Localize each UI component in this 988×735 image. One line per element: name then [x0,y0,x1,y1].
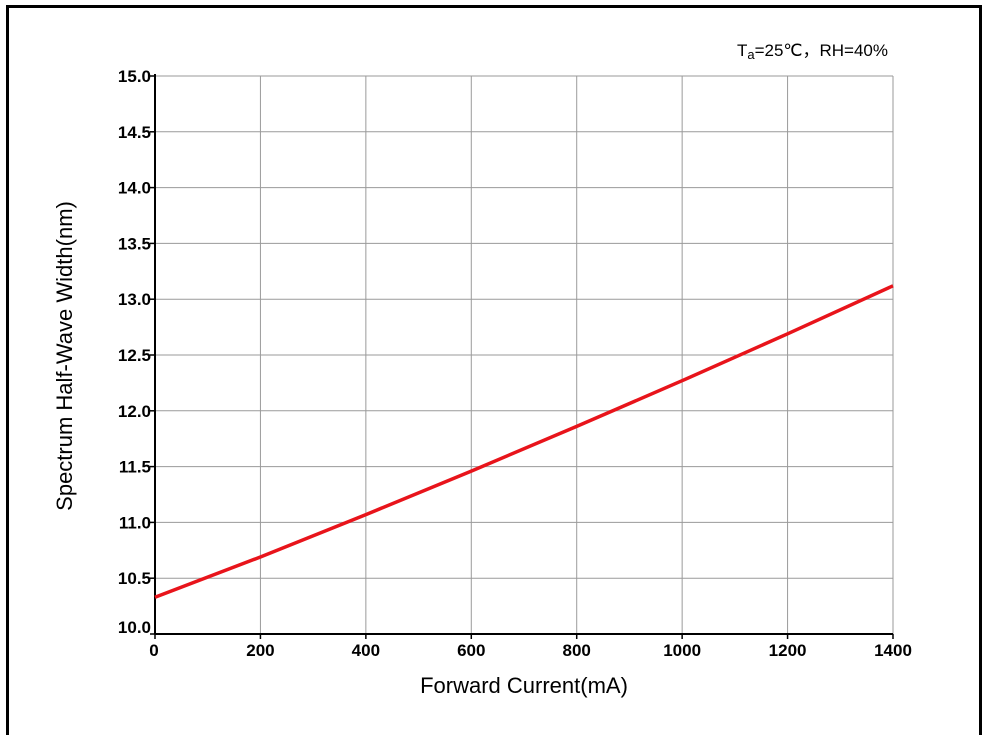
chart-frame [6,5,982,735]
conditions-annotation: Ta=25℃，RH=40% [737,41,888,62]
y-axis-title: Spectrum Half-Wave Width(nm) [52,201,77,511]
series-layer [154,284,894,599]
series-line [154,284,894,599]
x-tick-label: 1000 [663,641,701,660]
y-tick-label: 12.0 [118,402,151,421]
annotation-subscript: a [747,47,755,62]
y-tick-label: 13.5 [118,234,151,253]
x-tick-label: 0 [149,641,158,660]
tick-labels: 10.0 10.5 11.0 11.5 12.0 12.5 13.0 13.5 14.0 14.5… [118,67,912,660]
y-tick-label: 14.5 [118,123,151,142]
y-tick-label: 10.0 [118,618,151,637]
grid-lines [155,75,894,634]
annotation-prefix: T [737,41,747,60]
y-tick-label: 11.0 [119,513,151,532]
y-tick-label: 11.5 [119,458,151,477]
y-tick-label: 14.0 [118,179,151,198]
y-tick-label: 13.0 [118,290,151,309]
x-tick-label: 800 [563,641,591,660]
x-tick-label: 400 [352,641,380,660]
y-tick-label: 10.5 [118,569,151,588]
x-tick-label: 600 [457,641,485,660]
annotation-suffix: =25℃，RH=40% [755,41,888,60]
x-tick-label: 1400 [874,641,912,660]
y-tick-label: 15.0 [118,67,151,86]
x-axis-title: Forward Current(mA) [420,673,628,698]
y-tick-label: 12.5 [118,346,151,365]
x-tick-label: 1200 [769,641,807,660]
axes [150,74,894,639]
x-tick-label: 200 [246,641,274,660]
